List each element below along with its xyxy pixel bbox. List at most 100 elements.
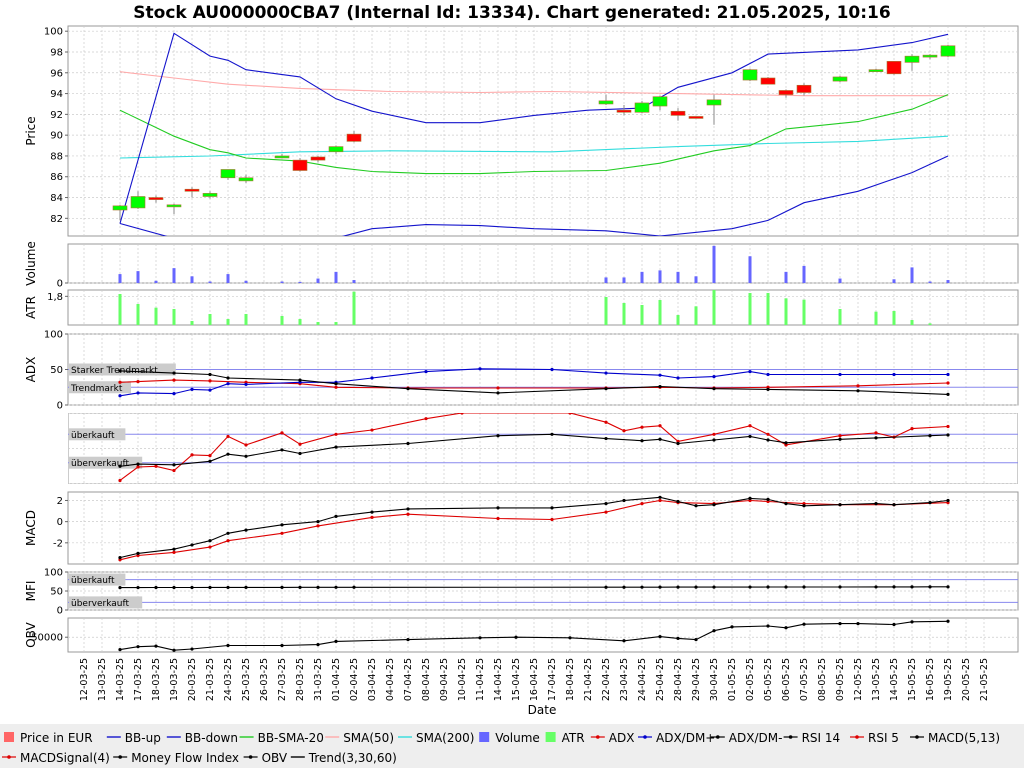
y-tick-label: 100 [44, 27, 63, 38]
volume-bar [136, 271, 140, 283]
candle-body [292, 159, 308, 171]
atr-bar [154, 307, 158, 325]
y-tick-label: 86 [50, 172, 63, 183]
rsi14-point [676, 441, 680, 446]
macd-point [370, 510, 374, 514]
adx-dm-minus-point [946, 392, 950, 396]
legend-item: ADX/DM- [710, 731, 782, 745]
y-tick-label: 2 [57, 496, 63, 507]
strong-trend-reference-label: Starker Trendmarkt [71, 366, 158, 376]
x-tick-label: 09-04-25 [439, 658, 450, 701]
volume-bar [676, 271, 680, 283]
x-tick-label: 04-04-25 [385, 658, 396, 701]
rsi14-point [496, 434, 500, 438]
rsi14-point [766, 438, 770, 442]
atr-bar [190, 321, 194, 325]
rsi5-point [604, 420, 608, 424]
candle-body [868, 69, 884, 72]
atr-bar [802, 299, 806, 325]
x-tick-label: 13-03-25 [97, 658, 108, 701]
mfi-point [118, 585, 122, 590]
x-tick-label: 18-04-25 [565, 658, 576, 701]
x-tick-label: 25-04-25 [655, 658, 666, 701]
adx-point [496, 386, 500, 390]
mfi-point [154, 585, 158, 590]
atr-bar [604, 297, 608, 325]
rsi14-point [280, 448, 284, 452]
atr-bar [766, 293, 770, 325]
obv-point [334, 639, 338, 643]
obv-point [568, 636, 572, 640]
x-tick-label: 17-03-25 [133, 658, 144, 701]
macd-point [244, 528, 248, 532]
rsi5-point [640, 425, 644, 429]
atr-bar [694, 306, 698, 325]
mfi-point [676, 585, 680, 589]
candle-body [130, 196, 146, 209]
macd-point [802, 504, 806, 508]
atr-bar [676, 315, 680, 325]
macd-y-axis-label: MACD [24, 510, 38, 546]
legend-label: BB-up [125, 731, 161, 745]
candle-body [706, 99, 722, 106]
x-tick-label: 13-05-25 [871, 658, 882, 701]
rsi5-point [280, 431, 284, 435]
rsi5-point [154, 464, 158, 468]
macd-point [172, 547, 176, 551]
atr-bar [244, 314, 248, 325]
adx-dm-minus-point [334, 382, 338, 386]
volume-bar [694, 276, 698, 283]
x-tick-label: 26-03-25 [259, 658, 270, 701]
macd-point [190, 543, 194, 547]
adx-dm-plus-point [136, 391, 140, 395]
legend-item: SMA(50) [325, 731, 394, 745]
legend-label: BB-down [185, 731, 238, 745]
y-tick-label: 50000 [31, 633, 63, 644]
rsi5-point [424, 417, 428, 421]
volume-bar [316, 278, 320, 283]
y-tick-label: 96 [50, 68, 63, 79]
adx-point [136, 379, 140, 384]
macd-point [712, 503, 716, 507]
mfi-point [802, 585, 806, 589]
rsi-panel: 050100RSIüberkauftüberverkauft [68, 413, 1018, 484]
rsi5-point [568, 413, 572, 415]
mfi-point [946, 585, 950, 589]
mfi-point [658, 585, 662, 589]
adx-point [118, 380, 122, 384]
macd-signal-point [658, 498, 662, 503]
trend-reference-label-box [69, 381, 131, 394]
y-tick-label: 0 [57, 401, 63, 412]
legend-label: OBV [262, 751, 288, 765]
mfi-point [244, 585, 248, 589]
mfi-point [622, 585, 626, 589]
macd-signal-point [550, 517, 554, 522]
x-tick-label: 31-03-25 [313, 658, 324, 701]
legend-label: Trend(3,30,60) [308, 751, 397, 765]
x-tick-label: 02-04-25 [349, 658, 360, 701]
candle-body [904, 55, 920, 63]
chart-title: Stock AU000000CBA7 (Internal Id: 13334).… [133, 3, 890, 23]
candle-body [832, 76, 848, 82]
rsi14-point [550, 432, 554, 436]
legend-marker [643, 735, 647, 739]
macd-point [676, 499, 680, 504]
macd-signal-point [316, 524, 320, 528]
rsi5-point [208, 454, 212, 458]
x-tick-label: 07-04-25 [403, 658, 414, 701]
volume-bar [208, 281, 212, 283]
adx-dm-plus-point [550, 367, 554, 372]
rsi5-point [838, 434, 842, 438]
mfi-point [910, 585, 914, 589]
mfi-point [208, 585, 212, 590]
bb-up-line [119, 32, 949, 224]
x-axis-label: Date [528, 703, 557, 717]
adx-dm-plus-point [766, 372, 770, 377]
adx-dm-plus-point [658, 373, 662, 377]
x-tick-label: 16-04-25 [529, 658, 540, 701]
obv-y-axis-label: OBV [24, 621, 38, 647]
obv-point [946, 619, 950, 623]
adx-dm-plus-line [119, 368, 948, 397]
obv-point [514, 635, 518, 639]
